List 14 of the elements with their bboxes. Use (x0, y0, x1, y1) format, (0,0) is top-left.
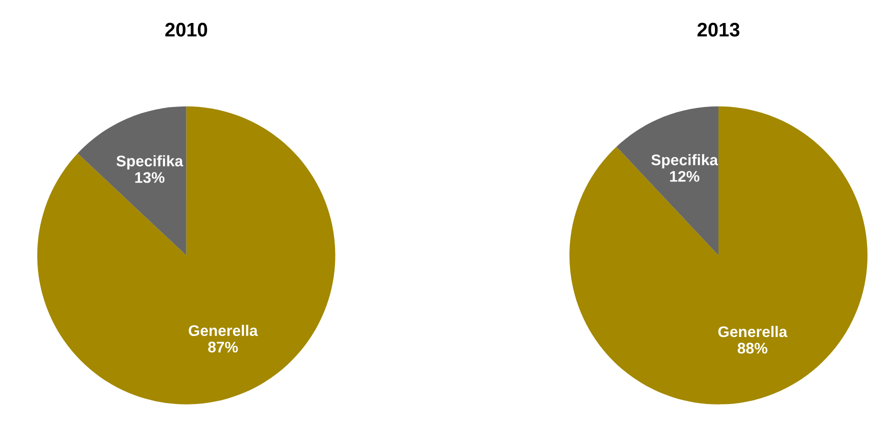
data-label: 13% (135, 172, 164, 183)
pie-slice (78, 106, 186, 256)
pie-slice (569, 106, 868, 404)
chart-title: 2010 (165, 22, 208, 37)
data-label: 88% (738, 342, 768, 354)
pie-slice (37, 106, 336, 404)
chart-title: 2013 (698, 22, 740, 37)
slice-label: Generella (718, 326, 788, 338)
slice-label: Specifika (116, 155, 184, 170)
data-label: 12% (670, 170, 700, 182)
slice-label: Specifika (651, 154, 718, 168)
data-label: 87% (208, 342, 238, 352)
pie-slice (616, 106, 718, 256)
slice-label: Generella (188, 324, 258, 336)
